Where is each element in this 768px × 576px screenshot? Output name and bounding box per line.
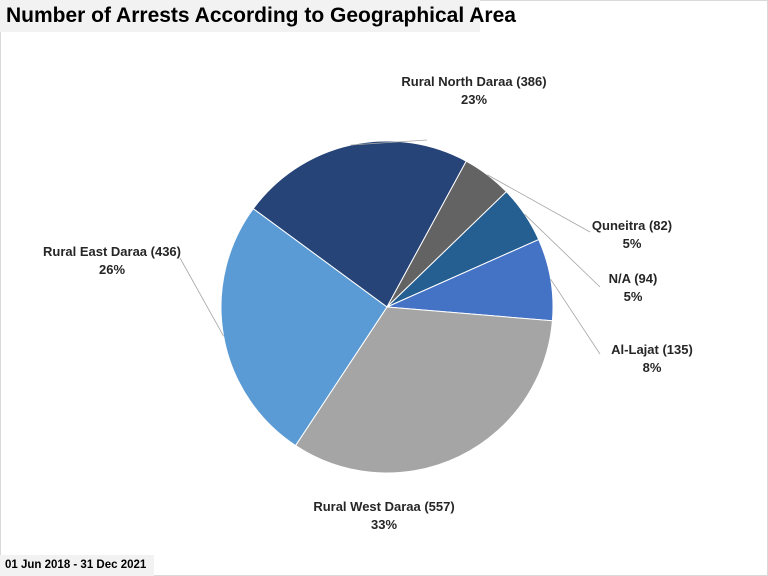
slice-percent-label: 8% (643, 360, 662, 375)
chart-title: Number of Arrests According to Geographi… (0, 0, 516, 32)
slice-percent-label: 33% (371, 517, 397, 532)
slice-label: Al-Lajat (135) (611, 342, 693, 357)
slice-label: N/A (94) (609, 271, 658, 286)
data-labels: Rural North Daraa (386) 23% Quneitra (82) 5… (43, 74, 693, 532)
date-range-label: 01 Jun 2018 - 31 Dec 2021 (0, 555, 154, 576)
slice-label: Rural North Daraa (386) (401, 74, 546, 89)
pie-slice-rural-east-daraa (220, 208, 388, 447)
leader-line (487, 174, 591, 233)
slice-percent-label: 26% (99, 262, 125, 277)
slice-label: Rural West Daraa (557) (313, 499, 454, 514)
leader-line (550, 279, 601, 355)
leader-lines (179, 139, 601, 355)
slice-percent-label: 23% (461, 92, 487, 107)
slice-percent-label: 5% (624, 289, 643, 304)
leader-line (179, 257, 224, 337)
slice-percent-label: 5% (623, 236, 642, 251)
pie-slices (220, 140, 554, 474)
leader-line (350, 139, 428, 146)
leader-line (524, 213, 601, 288)
slice-label: Quneitra (82) (592, 218, 672, 233)
slice-label: Rural East Daraa (436) (43, 244, 181, 259)
